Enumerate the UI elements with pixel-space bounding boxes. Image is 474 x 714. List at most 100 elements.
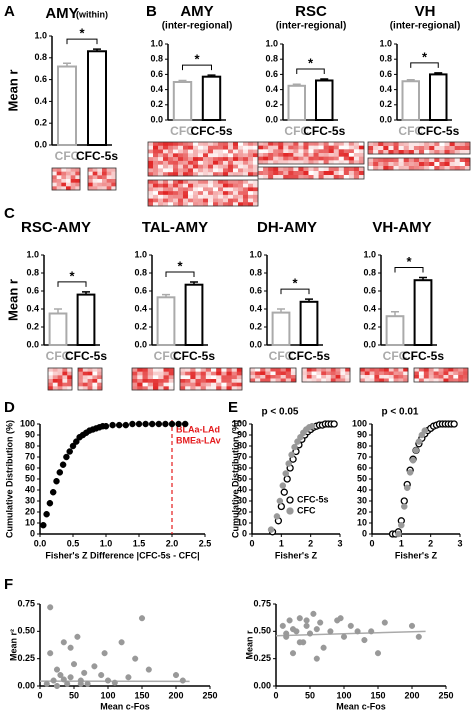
heatmap-cell [419, 158, 425, 163]
heatmap-cell [243, 157, 249, 162]
heatmap-cell [248, 202, 254, 207]
heatmap-cell [163, 375, 170, 380]
heatmap-cell [111, 186, 117, 191]
x-tick-label: 0 [369, 538, 374, 548]
heatmap-cell [316, 375, 322, 379]
heatmap-cell [61, 186, 67, 191]
heatmap-cell [413, 146, 420, 151]
heatmap-cell [188, 172, 194, 177]
heatmap-cell [293, 142, 299, 146]
heatmap-cell [326, 375, 332, 379]
heatmap-cell [423, 371, 430, 376]
heatmap-cell [195, 379, 201, 383]
heatmap-cell [66, 175, 71, 180]
heatmap-cell [188, 142, 194, 147]
heatmap-cell [163, 160, 169, 165]
heatmap-cell [208, 149, 214, 154]
heatmap-cell [66, 186, 71, 191]
x-axis-label: Fisher's Z [275, 550, 318, 560]
heatmap-cell [198, 142, 204, 147]
heatmap-cell [61, 179, 67, 183]
heatmap-cell [153, 202, 159, 207]
heatmap-cell [238, 160, 244, 165]
heatmap-cell [173, 194, 179, 199]
heatmap-cell [438, 375, 444, 379]
heatmap-cell [253, 145, 259, 150]
heatmap-cell [258, 145, 264, 150]
heatmap-frame [257, 141, 365, 165]
heatmap-cell [102, 186, 107, 191]
heatmap-cell [338, 142, 345, 146]
heatmap-cell [454, 166, 461, 171]
heatmap-cell [216, 379, 222, 383]
heatmap-cell [308, 160, 314, 165]
heatmap-cell [373, 142, 379, 147]
heatmap-cell [358, 167, 365, 172]
heatmap-cell [318, 175, 324, 180]
heatmap-cell [326, 378, 332, 383]
heatmap-cell [75, 171, 81, 176]
heatmap-cell [200, 371, 207, 376]
y-tick-label: 20 [237, 506, 247, 516]
heatmap-cell [218, 168, 224, 173]
point [132, 655, 139, 662]
heatmap-cell [293, 145, 299, 150]
heatmap-cell [453, 368, 459, 372]
heatmap-cell [213, 172, 219, 177]
heatmap-cell [183, 160, 189, 165]
heatmap-cell [364, 378, 370, 383]
heatmap-cell [193, 202, 199, 207]
heatmap-cell [203, 172, 209, 177]
heatmap-cell [238, 149, 244, 154]
heatmap-cell [178, 180, 184, 185]
heatmap-cell [228, 157, 234, 162]
heatmap-cell [163, 183, 169, 188]
heatmap-cell [203, 160, 209, 165]
heatmap-cell [168, 386, 175, 391]
heatmap-cell [228, 187, 234, 192]
heatmap-cell [153, 160, 159, 165]
error-bar [434, 72, 443, 75]
heatmap-cell [153, 153, 159, 158]
heatmap-cell [313, 149, 319, 154]
heatmap-cell [168, 153, 174, 158]
heatmap-cell [228, 160, 234, 165]
heatmap-cell [158, 187, 164, 192]
heatmap-cell [78, 375, 84, 380]
heatmap-cell [70, 168, 76, 172]
heatmap-cell [52, 371, 58, 376]
heatmap-cell [216, 368, 222, 372]
heatmap-cell [308, 167, 314, 172]
heatmap-cell [293, 171, 299, 176]
point [47, 604, 54, 611]
heatmap-cell [148, 191, 154, 196]
heatmap-cell [438, 378, 444, 383]
heatmap-cell [419, 146, 425, 151]
heatmap-cell [280, 371, 287, 376]
heatmap-cell [253, 157, 259, 162]
heatmap-cell [464, 150, 471, 155]
y-tick-label: 60 [357, 462, 367, 472]
heatmap-cell [270, 375, 276, 379]
point [306, 630, 314, 637]
point [450, 420, 458, 428]
heatmap-frame [359, 367, 409, 383]
heatmap-cell [308, 175, 314, 180]
heatmap-cell [439, 150, 445, 155]
heatmap-cell [188, 168, 194, 173]
point [398, 521, 405, 529]
heatmap-cell [419, 150, 425, 155]
point [381, 619, 388, 626]
y-tick-label: 1.0 [150, 38, 163, 48]
heatmap-cell [57, 371, 63, 376]
bar [429, 73, 448, 121]
bar [57, 65, 77, 146]
heatmap-cell [178, 149, 184, 154]
heatmap-cell [183, 198, 189, 203]
heatmap-cell [203, 145, 209, 150]
heatmap-cell [439, 166, 445, 171]
heatmap-cell [158, 172, 164, 177]
heatmap-cell [238, 187, 244, 192]
heatmap-cell [348, 149, 355, 154]
